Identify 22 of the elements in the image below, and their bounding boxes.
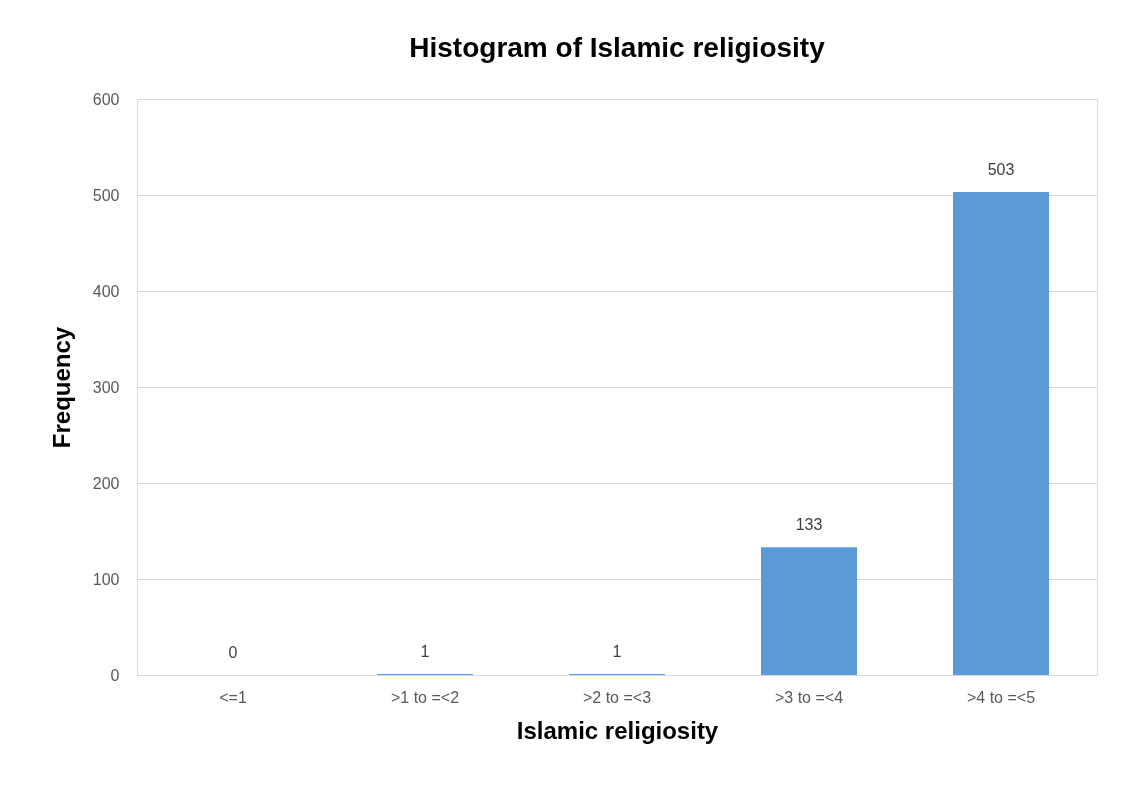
data-label: 503	[987, 161, 1015, 179]
x-tick-label: >3 to =<4	[774, 688, 844, 706]
y-axis-title: Frequency	[47, 326, 75, 449]
chart-title: Histogram of Islamic religiosity	[409, 32, 826, 63]
data-label: 1	[612, 643, 622, 661]
x-tick-label: <=1	[219, 688, 247, 706]
bar	[953, 192, 1049, 675]
data-label: 1	[420, 643, 430, 661]
data-label: 133	[795, 516, 823, 534]
y-tick-label: 200	[92, 474, 120, 492]
y-tick-label: 300	[92, 378, 120, 396]
y-tick-label: 500	[92, 186, 120, 204]
y-tick-label: 100	[92, 570, 120, 588]
y-tick-label: 600	[92, 90, 120, 108]
y-tick-label: 400	[92, 282, 120, 300]
data-label: 0	[228, 644, 238, 661]
y-tick-label: 0	[110, 666, 120, 684]
x-tick-label: >1 to =<2	[390, 688, 460, 706]
x-tick-label: >4 to =<5	[966, 688, 1036, 706]
x-axis-title: Islamic religiosity	[516, 716, 719, 744]
x-tick-label: >2 to =<3	[582, 688, 652, 706]
bar	[761, 547, 857, 675]
